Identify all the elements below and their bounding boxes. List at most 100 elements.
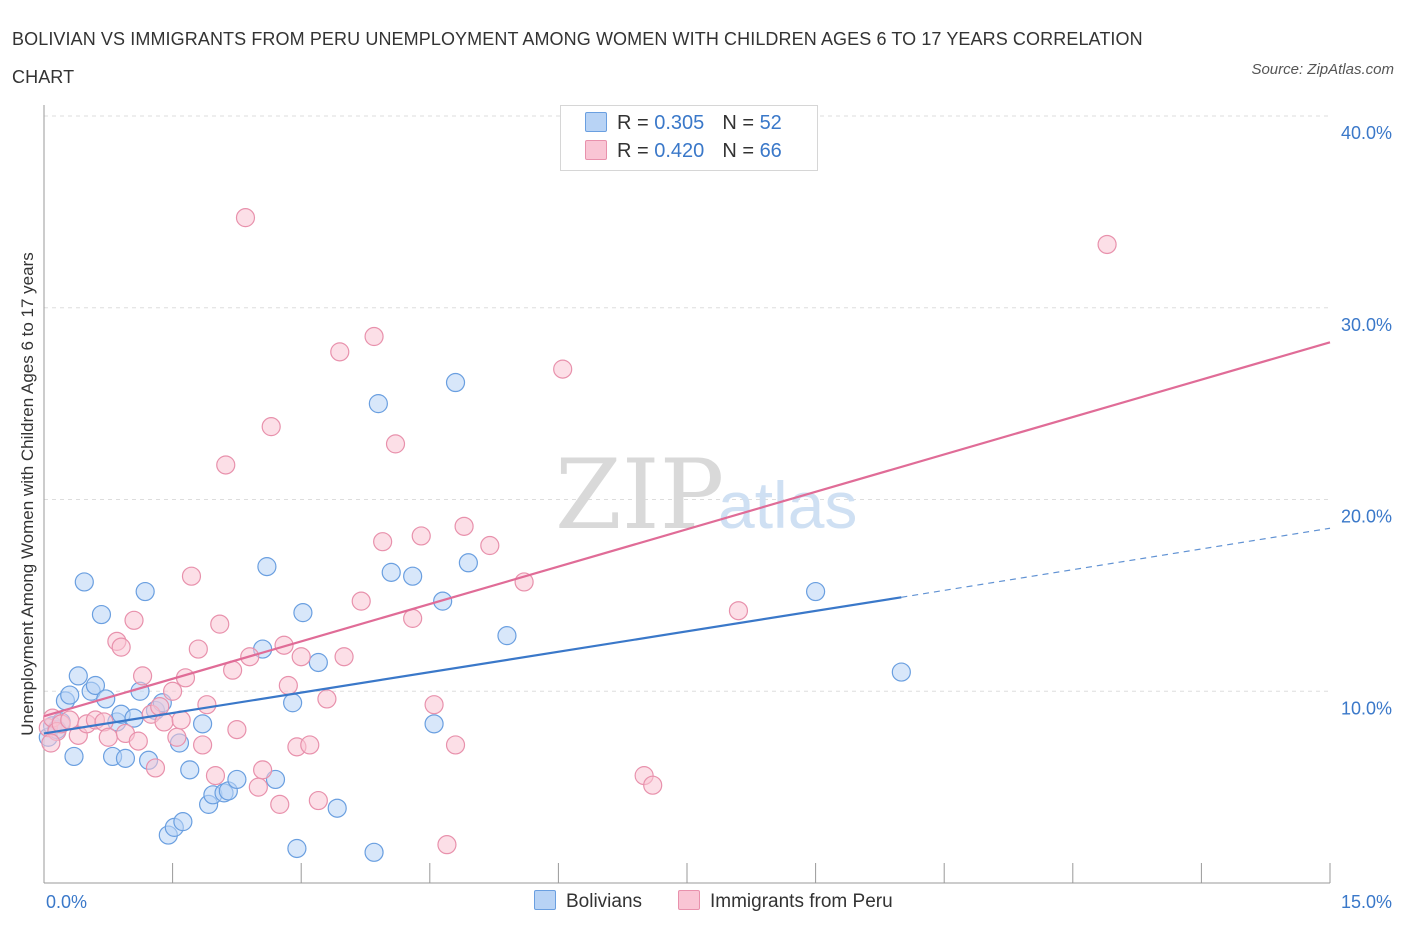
point-bolivians-5: [60, 685, 80, 705]
y-tick-label-10: 10.0%: [1341, 698, 1392, 718]
legend-row-peru: R = 0.420 N = 66: [585, 140, 782, 168]
bottom-legend-peru: Immigrants from Peru: [678, 890, 893, 916]
point-bolivians-28: [193, 714, 213, 734]
x-tick-label-15: 15.0%: [1341, 892, 1392, 912]
y-tick-labels: 10.0% 20.0% 30.0% 40.0%: [1341, 123, 1392, 718]
legend-swatch-bolivians: [585, 112, 607, 132]
trend-lines: [43, 341, 1331, 735]
point-peru-60: [553, 359, 573, 379]
bottom-legend-swatch-bolivians: [534, 890, 556, 910]
point-bolivians-27: [180, 760, 200, 780]
point-bolivians-16: [115, 748, 136, 768]
point-bolivians-45: [403, 566, 423, 586]
point-bolivians-49: [458, 553, 478, 573]
bottom-legend-swatch-peru: [678, 890, 700, 910]
point-peru-46: [330, 342, 350, 362]
point-peru-51: [385, 434, 406, 454]
gridlines: [44, 115, 1330, 692]
point-bolivians-11: [91, 604, 112, 625]
legend-n-label: N =: [722, 140, 760, 162]
point-peru-33: [235, 208, 256, 228]
point-peru-13: [124, 610, 144, 630]
legend-n-value-bolivians: 52: [759, 112, 782, 134]
point-peru-47: [334, 647, 354, 667]
point-peru-26: [193, 735, 213, 755]
point-bolivians-38: [287, 838, 307, 859]
point-peru-9: [98, 727, 118, 747]
legend-n-label: N =: [722, 112, 760, 134]
point-peru-27: [197, 695, 217, 715]
point-peru-65: [41, 733, 61, 753]
bottom-legend-bolivians: Bolivians: [534, 890, 642, 916]
point-peru-40: [278, 675, 298, 696]
point-peru-55: [437, 835, 457, 855]
legend-r-value-peru: 0.420: [654, 140, 705, 162]
y-tick-label-30: 30.0%: [1341, 315, 1392, 335]
point-bolivians-46: [424, 714, 444, 734]
trend-extension-bolivians: [901, 527, 1331, 598]
watermark: ZIP atlas: [555, 439, 857, 551]
point-peru-39: [274, 635, 294, 655]
point-bolivians-7: [68, 666, 88, 686]
legend-swatch-peru: [585, 140, 607, 160]
point-bolivians-19: [135, 581, 155, 602]
point-peru-50: [373, 532, 393, 552]
point-peru-30: [216, 455, 236, 475]
point-bolivians-42: [364, 842, 384, 862]
point-bolivians-50: [497, 626, 517, 646]
legend-row-bolivians: R = 0.305 N = 52: [585, 112, 782, 140]
watermark-atlas: atlas: [718, 468, 857, 542]
point-bolivians-37: [283, 693, 303, 713]
point-peru-63: [728, 601, 749, 621]
point-peru-15: [132, 666, 153, 686]
chart-title: BOLIVIAN VS IMMIGRANTS FROM PERU UNEMPLO…: [12, 29, 1143, 87]
point-peru-42: [291, 647, 311, 667]
y-tick-label-40: 40.0%: [1341, 123, 1392, 143]
point-peru-62: [643, 775, 663, 795]
point-peru-14: [128, 731, 148, 751]
point-peru-57: [454, 516, 474, 536]
legend-r-label: R =: [617, 112, 655, 134]
y-tick-label-20: 20.0%: [1341, 507, 1392, 527]
point-peru-58: [480, 535, 500, 556]
point-peru-49: [364, 326, 384, 347]
point-bolivians-8: [74, 572, 94, 592]
point-bolivians-48: [445, 372, 466, 393]
point-peru-37: [261, 417, 281, 437]
legend-n-value-peru: 66: [759, 140, 782, 162]
point-peru-45: [317, 689, 337, 709]
point-peru-52: [403, 608, 423, 628]
x-tick-labels: 0.0% 15.0%: [46, 892, 1392, 912]
bottom-legend-label-peru: Immigrants from Peru: [710, 891, 893, 912]
legend-r-label: R =: [617, 140, 655, 162]
point-peru-35: [248, 777, 268, 797]
point-peru-25: [188, 639, 208, 659]
chart-source: Source: ZipAtlas.com: [1251, 61, 1394, 78]
point-bolivians-43: [368, 394, 388, 414]
point-peru-54: [424, 695, 444, 715]
point-peru-43: [300, 735, 320, 755]
point-peru-29: [210, 614, 230, 634]
bottom-legend-label-bolivians: Bolivians: [566, 891, 643, 912]
point-bolivians-51: [805, 581, 826, 602]
trend-line-peru: [43, 341, 1331, 718]
point-bolivians-36: [265, 769, 286, 790]
point-bolivians-39: [293, 603, 313, 623]
point-bolivians-41: [327, 798, 347, 818]
point-bolivians-33: [227, 769, 247, 790]
point-peru-32: [227, 719, 247, 740]
point-peru-17: [145, 758, 166, 778]
y-axis-label: Unemployment Among Women with Children A…: [18, 252, 37, 736]
point-bolivians-44: [381, 562, 401, 582]
trend-line-bolivians: [43, 596, 902, 735]
point-peru-20: [163, 681, 183, 701]
point-peru-44: [308, 790, 328, 811]
point-peru-36: [253, 760, 273, 780]
point-peru-48: [351, 591, 371, 611]
point-peru-64: [1097, 234, 1117, 255]
point-bolivians-10: [85, 675, 106, 696]
legend-r-value-bolivians: 0.305: [654, 112, 705, 134]
point-peru-28: [205, 766, 226, 786]
point-peru-11: [111, 637, 131, 657]
